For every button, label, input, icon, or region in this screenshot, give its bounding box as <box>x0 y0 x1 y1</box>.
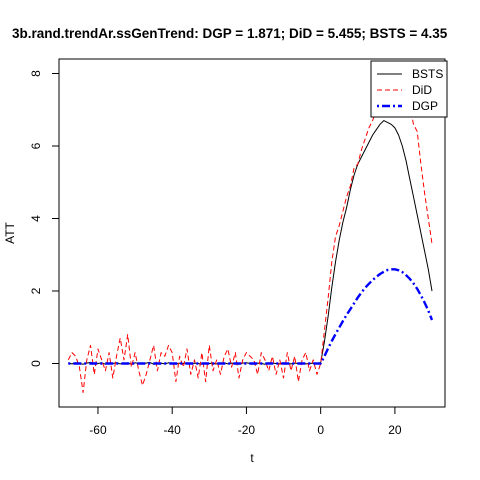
y-tick-label: 4 <box>29 215 43 222</box>
series-line-dgp <box>68 268 434 365</box>
y-tick-label: 2 <box>29 287 43 294</box>
y-axis-label: ATT <box>3 221 17 243</box>
series-layer <box>67 87 434 393</box>
x-tick-label: 0 <box>317 423 324 437</box>
x-tick-label: -20 <box>238 423 256 437</box>
legend-box <box>370 60 448 118</box>
x-tick-label: -40 <box>164 423 182 437</box>
legend: BSTS DiD DGP <box>370 60 448 118</box>
legend-label-bsts: BSTS <box>412 67 443 81</box>
x-tick-label: 20 <box>388 423 402 437</box>
x-axis: -60 -40 -20 0 20 <box>89 407 402 437</box>
legend-label-dgp: DGP <box>412 99 438 113</box>
x-axis-label: t <box>250 451 254 465</box>
series-line-bsts <box>68 120 433 365</box>
y-axis: 0 2 4 6 8 <box>29 70 59 367</box>
series-line-did <box>67 87 433 393</box>
x-tick-label: -60 <box>89 423 107 437</box>
plot-frame <box>58 58 446 408</box>
y-tick-label: 0 <box>29 360 43 367</box>
chart-title: 3b.rand.trendAr.ssGenTrend: DGP = 1.871;… <box>12 26 448 41</box>
y-tick-label: 8 <box>29 70 43 77</box>
legend-label-did: DiD <box>412 83 432 97</box>
y-tick-label: 6 <box>29 142 43 149</box>
